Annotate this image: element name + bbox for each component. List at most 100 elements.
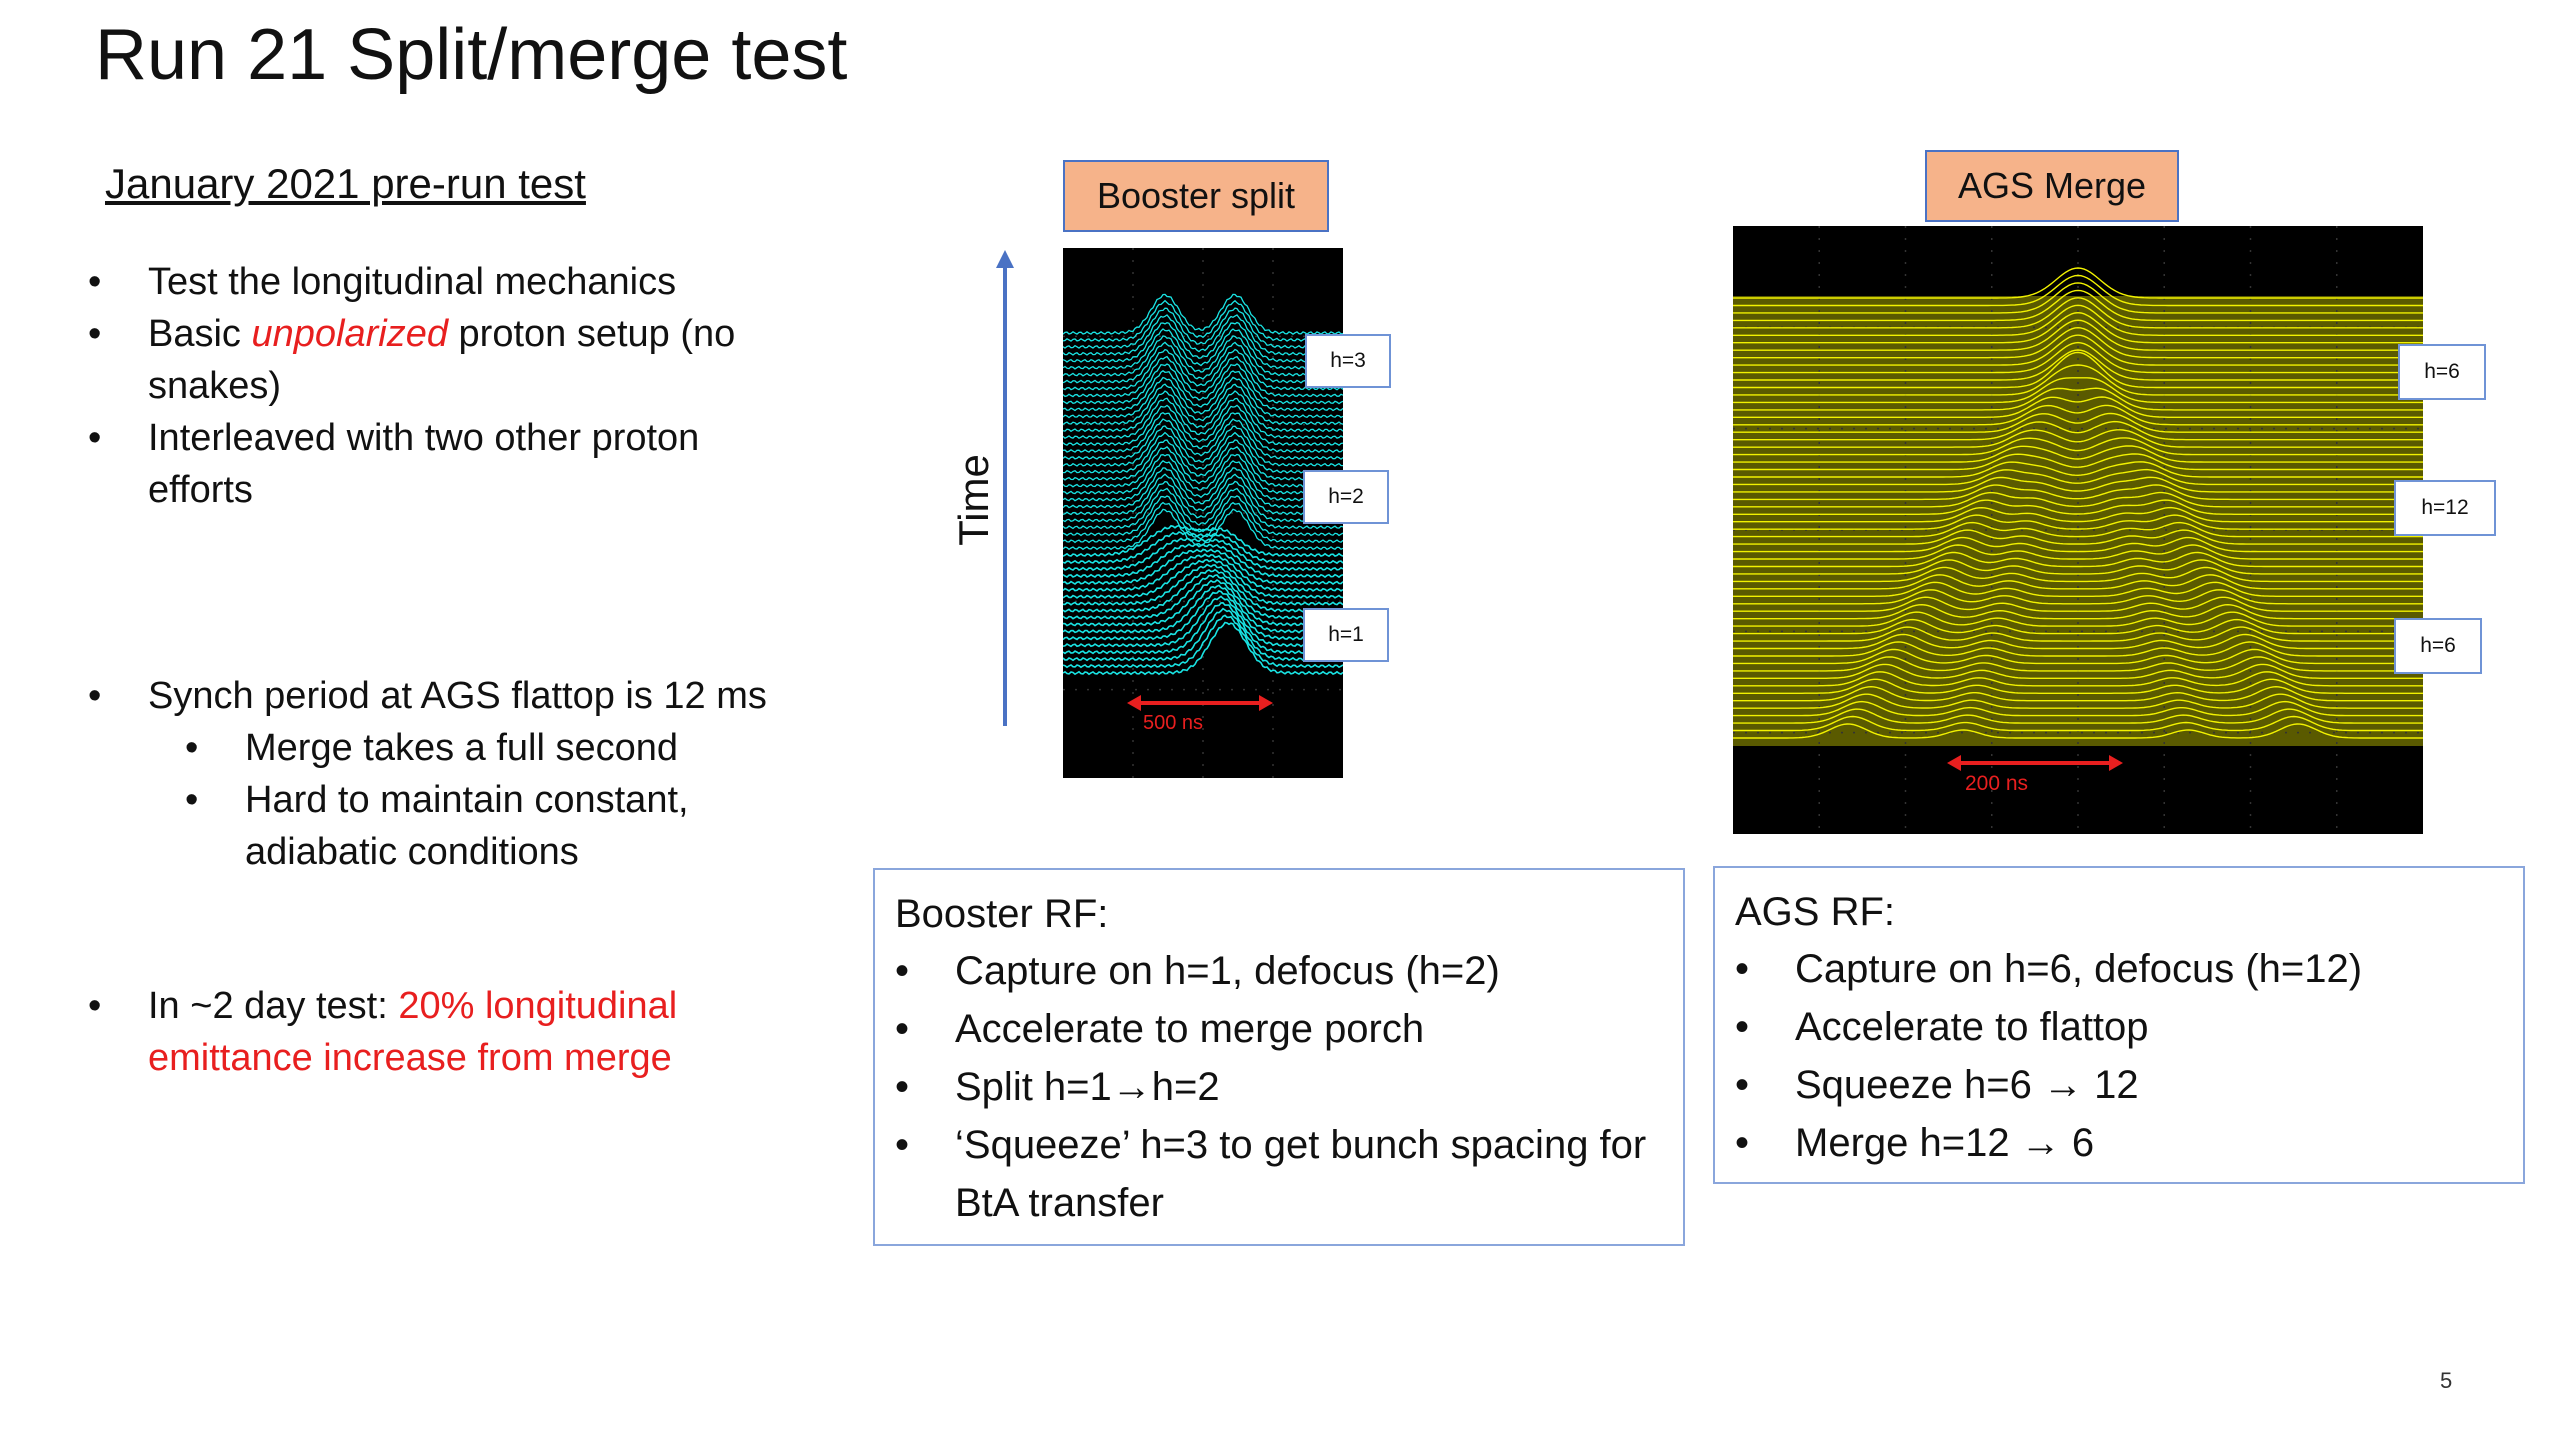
ags-trace	[1733, 633, 2423, 650]
ags-trace	[1733, 559, 2423, 575]
booster-waterfall	[1063, 248, 1343, 778]
bullet-text: Synch period at AGS flattop is 12 ms	[148, 675, 767, 717]
booster-tag-h2: h=2	[1303, 470, 1389, 524]
bullet-dot: •	[1735, 1005, 1750, 1049]
ags-trace	[1733, 641, 2423, 657]
bullet-text-prefix: Basic	[148, 313, 252, 355]
booster-trace	[1063, 307, 1343, 349]
ags-trace	[1733, 700, 2423, 717]
booster-trace	[1063, 453, 1343, 495]
bullet-dot: •	[88, 313, 102, 355]
booster-trace	[1063, 579, 1343, 627]
bullet-text-suffix: proton setup (no snakes)	[148, 313, 736, 407]
booster-scale-arrow	[1127, 695, 1273, 711]
ags-trace	[1733, 349, 2423, 381]
ags-trace	[1733, 514, 2423, 530]
booster-trace	[1063, 335, 1343, 377]
ags-rf-item: • Merge h=12 → 6	[1735, 1114, 2495, 1172]
bullet-dot: •	[1735, 1121, 1750, 1165]
booster-trace	[1063, 621, 1343, 676]
booster-trace	[1063, 473, 1343, 516]
bullet-dot: •	[88, 675, 102, 717]
ags-trace	[1733, 437, 2423, 456]
booster-trace	[1063, 524, 1343, 558]
booster-rf-item: • Capture on h=1, defocus (h=2)	[895, 942, 1655, 1000]
sub-bullet-list: • Merge takes a full second • Hard to main…	[185, 722, 805, 878]
ags-trace	[1733, 648, 2423, 665]
booster-trace	[1063, 487, 1343, 530]
ags-trace	[1733, 663, 2423, 679]
booster-trace	[1063, 341, 1343, 384]
booster-trace	[1063, 425, 1343, 467]
section-subtitle: January 2021 pre-run test	[105, 160, 586, 207]
page-title: Run 21 Split/merge test	[95, 15, 848, 95]
ags-trace	[1733, 603, 2423, 620]
bullet-item: • Synch period at AGS flattop is 12 ms	[88, 670, 828, 722]
ags-trace	[1733, 282, 2423, 314]
booster-trace	[1063, 589, 1343, 641]
booster-trace	[1063, 348, 1343, 391]
ags-trace	[1733, 404, 2423, 426]
ags-trace	[1733, 461, 2423, 478]
bullet-item: • Test the longitudinal mechanics	[88, 256, 798, 308]
ags-rf-header: AGS RF:	[1735, 890, 1896, 934]
ags-tag-h6-bottom: h=6	[2394, 618, 2482, 674]
ags-trace	[1733, 274, 2423, 307]
ags-trace	[1733, 304, 2423, 336]
ags-trace	[1733, 396, 2423, 418]
booster-tag-h3: h=3	[1305, 334, 1391, 388]
ags-scale-arrow	[1947, 755, 2123, 771]
booster-trace	[1063, 390, 1343, 433]
bullet-list-synch: • Synch period at AGS flattop is 12 ms	[88, 670, 828, 722]
bullet-dot: •	[185, 727, 199, 769]
booster-trace	[1063, 495, 1343, 537]
bullet-dot: •	[88, 985, 102, 1027]
bullet-dot: •	[895, 1007, 910, 1051]
time-axis-label: Time	[950, 454, 997, 546]
booster-trace	[1063, 568, 1343, 613]
bullet-dot: •	[1735, 947, 1750, 991]
bullet-dot: •	[185, 779, 199, 821]
booster-trace	[1063, 553, 1343, 592]
ags-merge-label: AGS Merge	[1925, 150, 2179, 222]
ags-trace	[1733, 297, 2423, 329]
booster-rf-item: • Split h=1→h=2	[895, 1058, 1655, 1116]
booster-trace	[1063, 601, 1343, 655]
ags-trace	[1733, 453, 2423, 471]
ags-trace	[1733, 506, 2423, 523]
ags-trace	[1733, 267, 2423, 299]
booster-rf-list: • Capture on h=1, defocus (h=2) • Accelera…	[895, 942, 1655, 1232]
booster-trace	[1063, 363, 1343, 405]
booster-rf-item: • ‘Squeeze’ h=3 to get bunch spacing for …	[895, 1116, 1655, 1232]
booster-trace	[1063, 321, 1343, 363]
booster-trace	[1063, 607, 1343, 662]
booster-rf-header: Booster RF:	[895, 892, 1109, 936]
ags-trace	[1733, 589, 2423, 605]
time-arrow	[996, 250, 1014, 726]
ags-trace	[1733, 429, 2423, 448]
ags-trace	[1733, 326, 2423, 359]
booster-trace	[1063, 355, 1343, 398]
bullet-text: Interleaved with two other proton effort…	[148, 417, 700, 511]
booster-split-label: Booster split	[1063, 160, 1329, 232]
booster-trace	[1063, 467, 1343, 509]
ags-tag-h12: h=12	[2394, 480, 2496, 536]
ags-trace	[1733, 596, 2423, 612]
ags-rf-item-text: Accelerate to flattop	[1795, 1005, 2149, 1049]
ags-trace	[1733, 581, 2423, 597]
ags-trace	[1733, 693, 2423, 709]
booster-rf-item: • Accelerate to merge porch	[895, 1000, 1655, 1058]
ags-trace	[1733, 364, 2423, 396]
ags-trace	[1733, 656, 2423, 672]
ags-trace	[1733, 420, 2423, 441]
ags-trace	[1733, 723, 2423, 739]
ags-trace	[1733, 678, 2423, 694]
booster-trace	[1063, 548, 1343, 585]
booster-trace	[1063, 480, 1343, 523]
page-number: 5	[2440, 1368, 2453, 1393]
booster-scope	[1063, 248, 1343, 778]
bullet-item: • In ~2 day test: 20% longitudinal emitta…	[88, 980, 768, 1084]
ags-trace	[1733, 334, 2423, 366]
booster-trace	[1063, 293, 1343, 336]
booster-trace	[1063, 508, 1343, 551]
